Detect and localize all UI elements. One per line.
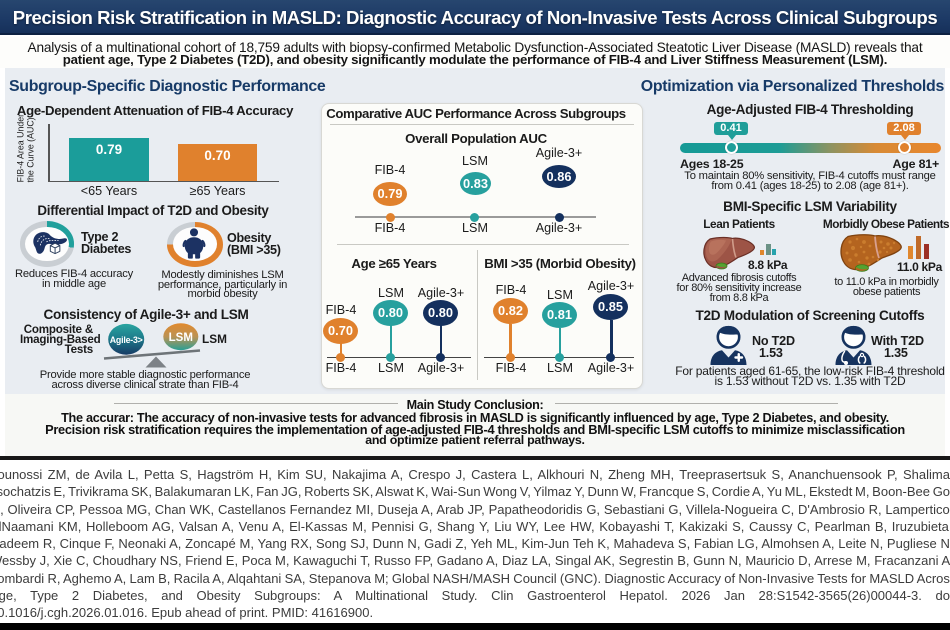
svg-text:Agile-3>: Agile-3> <box>110 335 143 345</box>
svg-text:LSM: LSM <box>169 332 193 344</box>
